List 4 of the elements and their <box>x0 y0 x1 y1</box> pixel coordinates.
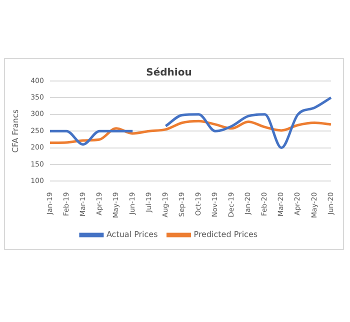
legend-label: Predicted Prices <box>194 230 258 240</box>
chart-title: Sédhiou <box>146 68 192 79</box>
y-axis-title: CFA Francs <box>10 109 20 153</box>
legend-label: Actual Prices <box>106 230 158 240</box>
